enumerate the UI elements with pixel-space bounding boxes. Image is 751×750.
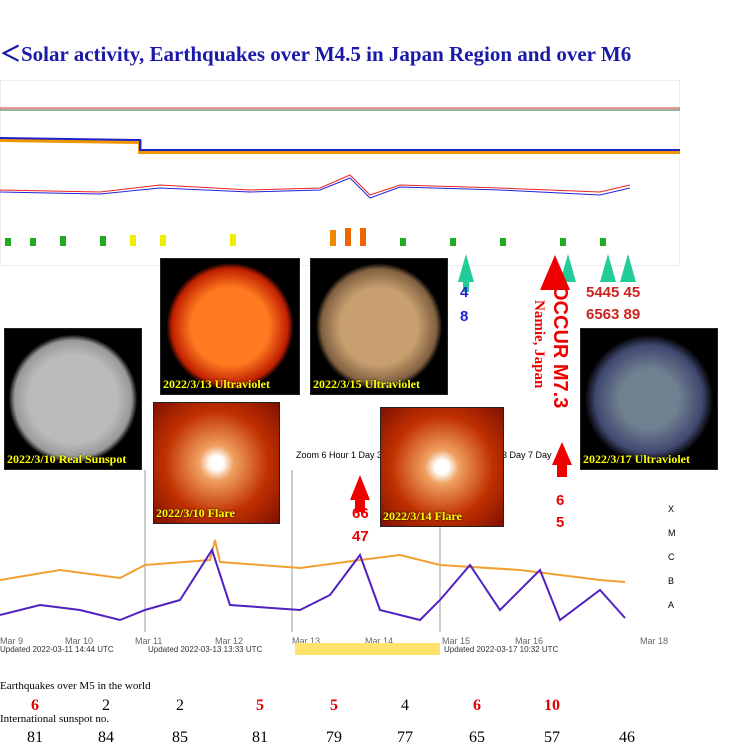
caption: 2022/3/14 Flare <box>383 509 462 523</box>
zoom: 3 Day 7 Day <box>502 450 552 460</box>
axis-label: M <box>668 528 676 538</box>
axis-label: Mar 11 <box>135 636 162 646</box>
stat-label: Earthquakes over M5 in the world <box>0 680 151 692</box>
sun-image: 2022/3/10 Real Sunspot <box>4 328 142 470</box>
stat-value: 81 <box>27 729 43 746</box>
stat-value: 5 <box>256 697 264 714</box>
marker: 5 <box>556 514 565 531</box>
axis-label: A <box>668 600 674 610</box>
red-arrow <box>540 255 570 290</box>
axis-label: Mar 12 <box>215 636 243 646</box>
highlight <box>295 643 440 655</box>
flare-image: 2022/3/10 Flare <box>153 402 280 524</box>
sun-image: 2022/3/13 Ultraviolet <box>160 258 300 395</box>
axis-label: Mar 9 <box>0 636 23 646</box>
stat-value: 2 <box>176 697 184 714</box>
marker: 8 <box>460 308 469 325</box>
green-arrow <box>458 254 474 292</box>
stat-label: International sunspot no. <box>0 713 110 725</box>
marker: 4 <box>460 284 469 301</box>
short-flux <box>0 547 626 622</box>
stat-value: 2 <box>102 697 110 714</box>
caption: 2022/3/10 Real Sunspot <box>7 452 127 466</box>
stat-value: 84 <box>98 729 114 746</box>
axis-label: B <box>668 576 674 586</box>
caption: 2022/3/15 Ultraviolet <box>313 377 420 391</box>
stat-value: 4 <box>401 697 409 714</box>
stat-value: 77 <box>397 729 413 746</box>
sun-image: 2022/3/15 Ultraviolet <box>310 258 448 395</box>
sun-image: 2022/3/17 Ultraviolet <box>580 328 718 470</box>
marker: 66 <box>352 505 369 522</box>
axis-label: Mar 15 <box>442 636 470 646</box>
caption: 2022/3/10 Flare <box>156 506 235 520</box>
marker: 6 <box>556 492 565 509</box>
zoom: Zoom 6 Hour 1 Day 3 Day <box>296 450 401 460</box>
particle-chart <box>0 80 680 266</box>
marker: 6563 89 <box>586 306 641 323</box>
axis-label: X <box>668 504 674 514</box>
stat-value: 65 <box>469 729 485 746</box>
caption: 2022/3/17 Ultraviolet <box>583 452 690 466</box>
axis-label: Mar 18 <box>640 636 668 646</box>
axis-label: Mar 13 <box>292 636 320 646</box>
axis-label: Updated 2022-03-17 10:32 UTC <box>444 645 559 654</box>
long-flux <box>0 539 626 583</box>
stat-value: 57 <box>544 729 560 746</box>
green-arrow <box>560 254 636 282</box>
kp-bars <box>5 228 606 246</box>
stat-value: 79 <box>326 729 342 746</box>
stat-value: 10 <box>544 697 560 714</box>
axis-label: C <box>668 552 675 562</box>
stat-value: 46 <box>619 729 635 746</box>
marker: 47 <box>352 528 369 545</box>
electron-line <box>0 137 680 151</box>
red-arrow <box>350 475 370 512</box>
axis-label: Mar 14 <box>365 636 393 646</box>
occurrence-place: Namie, Japan <box>531 300 547 389</box>
occurrence: OCCUR M7.3 <box>549 285 571 409</box>
red-arrow <box>552 442 572 477</box>
xray-chart: X M C B A Mar 9 Mar 10 Mar 11 Mar 12 Mar 13 Mar 14… <box>0 470 676 655</box>
panel <box>0 80 680 266</box>
axis-label: Updated 2022-03-13 13:33 UTC <box>148 645 263 654</box>
flare-image: 2022/3/14 Flare <box>380 407 504 527</box>
stat-value: 5 <box>330 697 338 714</box>
axis-label: Mar 10 <box>65 636 93 646</box>
marker: 5445 45 <box>586 284 641 301</box>
arrows <box>350 254 636 512</box>
mag-line <box>0 174 631 196</box>
stat-value: 6 <box>473 697 481 714</box>
title: ＜Solar activity, Earthquakes over M4.5 i… <box>0 42 632 66</box>
stat-value: 6 <box>31 697 39 714</box>
stat-value: 85 <box>172 729 188 746</box>
stat-value: 81 <box>252 729 268 746</box>
caption: 2022/3/13 Ultraviolet <box>163 377 270 391</box>
axis-label: Updated 2022-03-11 14:44 UTC <box>0 645 114 654</box>
mag-line <box>0 177 631 199</box>
axis-label: Mar 16 <box>515 636 543 646</box>
plot-area <box>0 470 660 632</box>
